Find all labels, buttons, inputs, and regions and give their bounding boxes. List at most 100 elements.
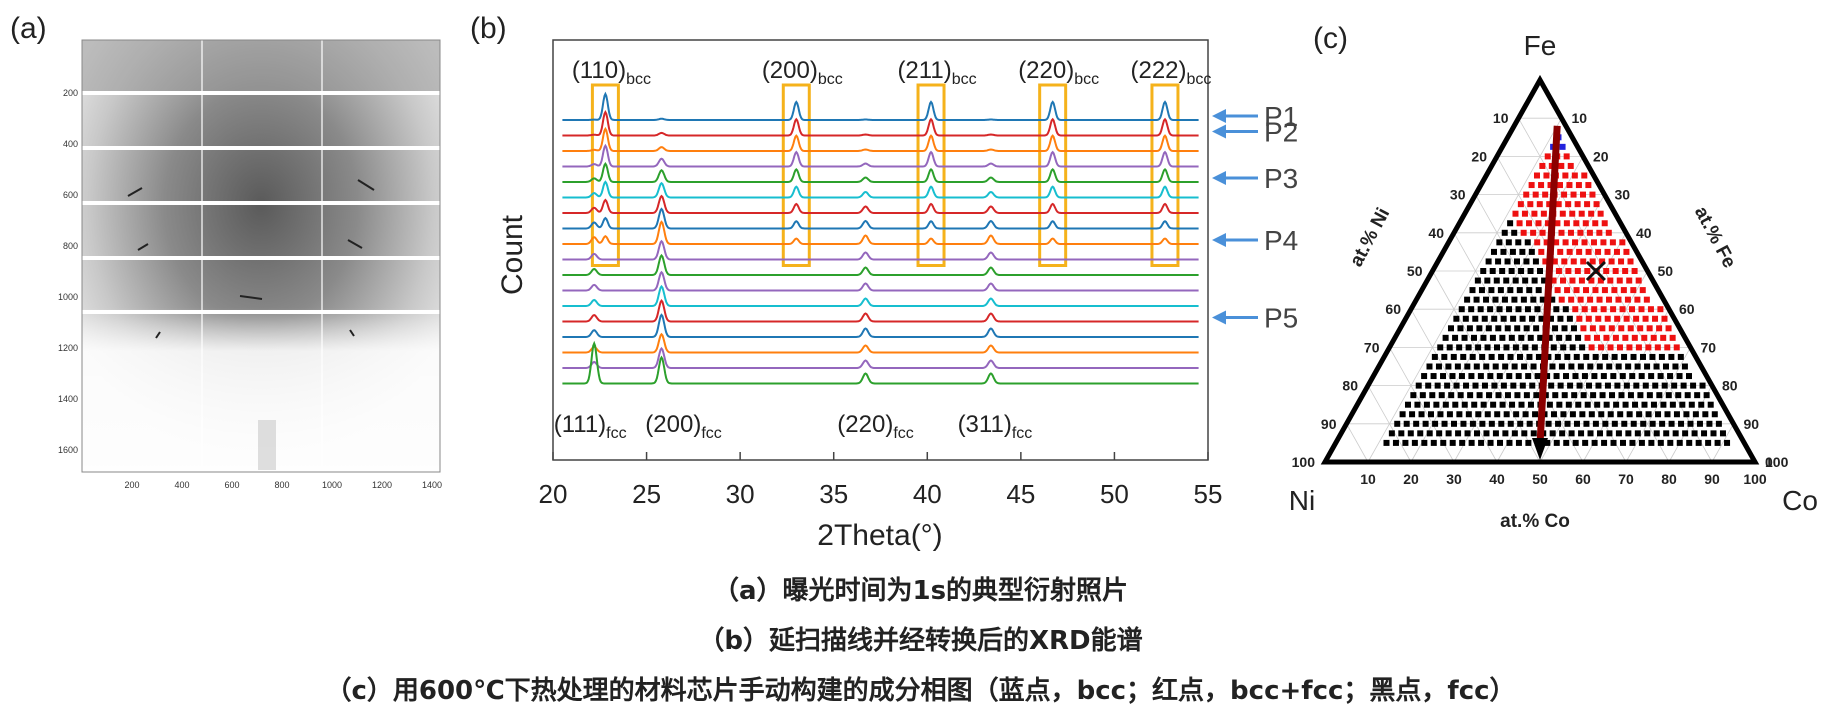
bcc-fcc-point — [1562, 172, 1569, 179]
fcc-point — [1442, 334, 1449, 341]
ternary-phase-diagram-panel: (c) 10 10 10 20 20 20 30 30 30 40 40 40 50 50 50 60 60 60… — [1289, 22, 1818, 532]
fcc-point — [1583, 353, 1590, 360]
fcc-point — [1488, 420, 1495, 427]
bcc-fcc-point — [1588, 277, 1595, 284]
fcc-point — [1638, 373, 1645, 380]
bcc-fcc-point — [1527, 201, 1534, 208]
bcc-fcc-point — [1593, 201, 1600, 208]
fcc-point — [1675, 392, 1682, 399]
fcc-point — [1519, 315, 1526, 322]
fcc-point — [1702, 411, 1709, 418]
bcc-fcc-point — [1582, 220, 1589, 227]
bcc-fcc-point — [1533, 172, 1540, 179]
fcc-point — [1537, 334, 1544, 341]
fcc-point — [1452, 334, 1459, 341]
fcc-point — [1692, 411, 1699, 418]
fcc-point — [1714, 439, 1721, 446]
bcc-fcc-point — [1584, 334, 1591, 341]
fcc-point — [1544, 439, 1551, 446]
bcc-fcc-point — [1569, 210, 1576, 217]
panel-a-label: (a) — [10, 12, 47, 45]
fcc-point — [1629, 373, 1636, 380]
xrd-pattern-line — [562, 109, 1199, 137]
marker-arrow-head — [1212, 171, 1226, 185]
fcc-point — [1684, 392, 1691, 399]
fcc-point — [1417, 430, 1424, 437]
bcc-fcc-point — [1562, 239, 1569, 246]
bcc-fcc-point — [1597, 210, 1604, 217]
fcc-point — [1487, 439, 1494, 446]
bcc-fcc-point — [1652, 315, 1659, 322]
fcc-point — [1634, 430, 1641, 437]
fcc-point — [1410, 392, 1417, 399]
fcc-point — [1469, 420, 1476, 427]
fcc-point — [1492, 296, 1499, 303]
fcc-point — [1546, 334, 1553, 341]
fcc-point — [1505, 239, 1512, 246]
fcc-point — [1522, 277, 1529, 284]
bcc-fcc-point — [1613, 248, 1620, 255]
fcc-point — [1484, 277, 1491, 284]
fcc-point — [1458, 306, 1465, 313]
detector-gap-lines — [82, 91, 440, 314]
fcc-point — [1563, 373, 1570, 380]
fcc-peak-label: (111)fcc — [554, 411, 627, 442]
fcc-point — [1470, 334, 1477, 341]
bcc-fcc-point — [1631, 268, 1638, 274]
bcc-fcc-point — [1616, 344, 1623, 351]
bcc-fcc-point — [1610, 306, 1617, 313]
fcc-point — [1526, 420, 1533, 427]
fcc-point — [1496, 373, 1503, 380]
bcc-fcc-point — [1563, 153, 1570, 160]
fcc-point — [1483, 296, 1490, 303]
bcc-fcc-point — [1585, 248, 1592, 255]
fcc-point — [1526, 353, 1533, 360]
fcc-point — [1552, 392, 1559, 399]
bcc-fcc-point — [1528, 182, 1535, 189]
fcc-point — [1667, 373, 1674, 380]
fcc-point — [1453, 382, 1460, 389]
grid-line — [1475, 194, 1627, 463]
bcc-fcc-point — [1612, 268, 1619, 274]
bcc-peak-box — [590, 83, 620, 267]
fe-tick-label: 20 — [1593, 148, 1609, 164]
fcc-point — [1473, 363, 1480, 370]
bcc-fcc-point — [1622, 268, 1629, 274]
bcc-fcc-point — [1563, 220, 1570, 227]
bcc-fcc-point — [1596, 296, 1603, 303]
fcc-point — [1578, 430, 1585, 437]
fcc-point — [1613, 401, 1620, 408]
bcc-fcc-point — [1656, 325, 1663, 332]
bcc-fcc-point — [1534, 239, 1541, 246]
fcc-point — [1503, 277, 1510, 284]
fcc-point — [1663, 430, 1670, 437]
bcc-fcc-point — [1603, 334, 1610, 341]
bcc-fcc-point — [1551, 258, 1558, 265]
fcc-point — [1506, 439, 1513, 446]
fcc-point — [1668, 353, 1675, 360]
fcc-point — [1575, 334, 1582, 341]
bcc-fcc-point — [1615, 296, 1622, 303]
fcc-point — [1437, 344, 1444, 351]
fcc-point — [1469, 353, 1476, 360]
fcc-point — [1672, 430, 1679, 437]
fcc-point — [1518, 334, 1525, 341]
fcc-point — [1415, 382, 1422, 389]
fcc-point — [1515, 306, 1522, 313]
fcc-point — [1655, 411, 1662, 418]
xrd-pattern-line — [562, 299, 1199, 323]
fcc-point — [1596, 363, 1603, 370]
fcc-point — [1434, 382, 1441, 389]
fcc-point — [1394, 420, 1401, 427]
bcc-fcc-point — [1576, 315, 1583, 322]
fcc-point — [1529, 382, 1536, 389]
fcc-point — [1411, 439, 1418, 446]
bcc-fcc-point — [1607, 277, 1614, 284]
fcc-point — [1445, 430, 1452, 437]
bcc-fcc-point — [1627, 258, 1634, 265]
fcc-point — [1695, 439, 1702, 446]
bcc-fcc-point — [1601, 220, 1608, 227]
fcc-point — [1706, 420, 1713, 427]
bcc-fcc-point — [1593, 334, 1600, 341]
image-y-tick-label: 600 — [63, 190, 78, 200]
